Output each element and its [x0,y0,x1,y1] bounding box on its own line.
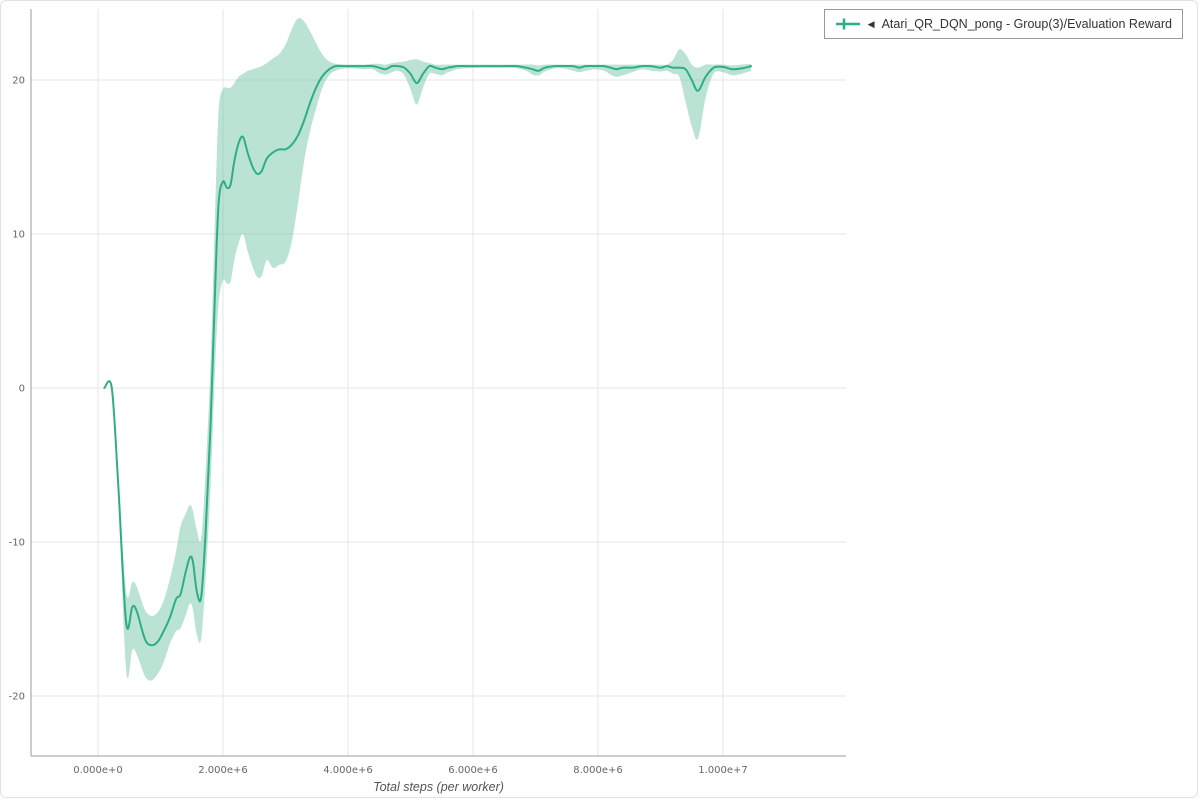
legend-series-label: Atari_QR_DQN_pong - Group(3)/Evaluation … [881,17,1172,31]
x-axis-title: Total steps (per worker) [373,780,504,794]
svg-text:8.000e+6: 8.000e+6 [573,765,623,776]
svg-text:4.000e+6: 4.000e+6 [323,765,373,776]
svg-text:6.000e+6: 6.000e+6 [448,765,498,776]
svg-text:1.000e+7: 1.000e+7 [698,765,748,776]
svg-text:0.000e+0: 0.000e+0 [73,765,123,776]
legend-collapse-icon[interactable]: ◀ [867,18,875,29]
legend[interactable]: ◀ Atari_QR_DQN_pong - Group(3)/Evaluatio… [823,9,1183,39]
svg-text:2.000e+6: 2.000e+6 [198,765,248,776]
svg-text:-20: -20 [9,692,25,703]
svg-text:-10: -10 [9,538,25,549]
legend-line-icon [835,17,861,31]
svg-text:10: 10 [12,230,25,241]
svg-text:0: 0 [19,384,25,395]
svg-text:20: 20 [12,76,25,87]
